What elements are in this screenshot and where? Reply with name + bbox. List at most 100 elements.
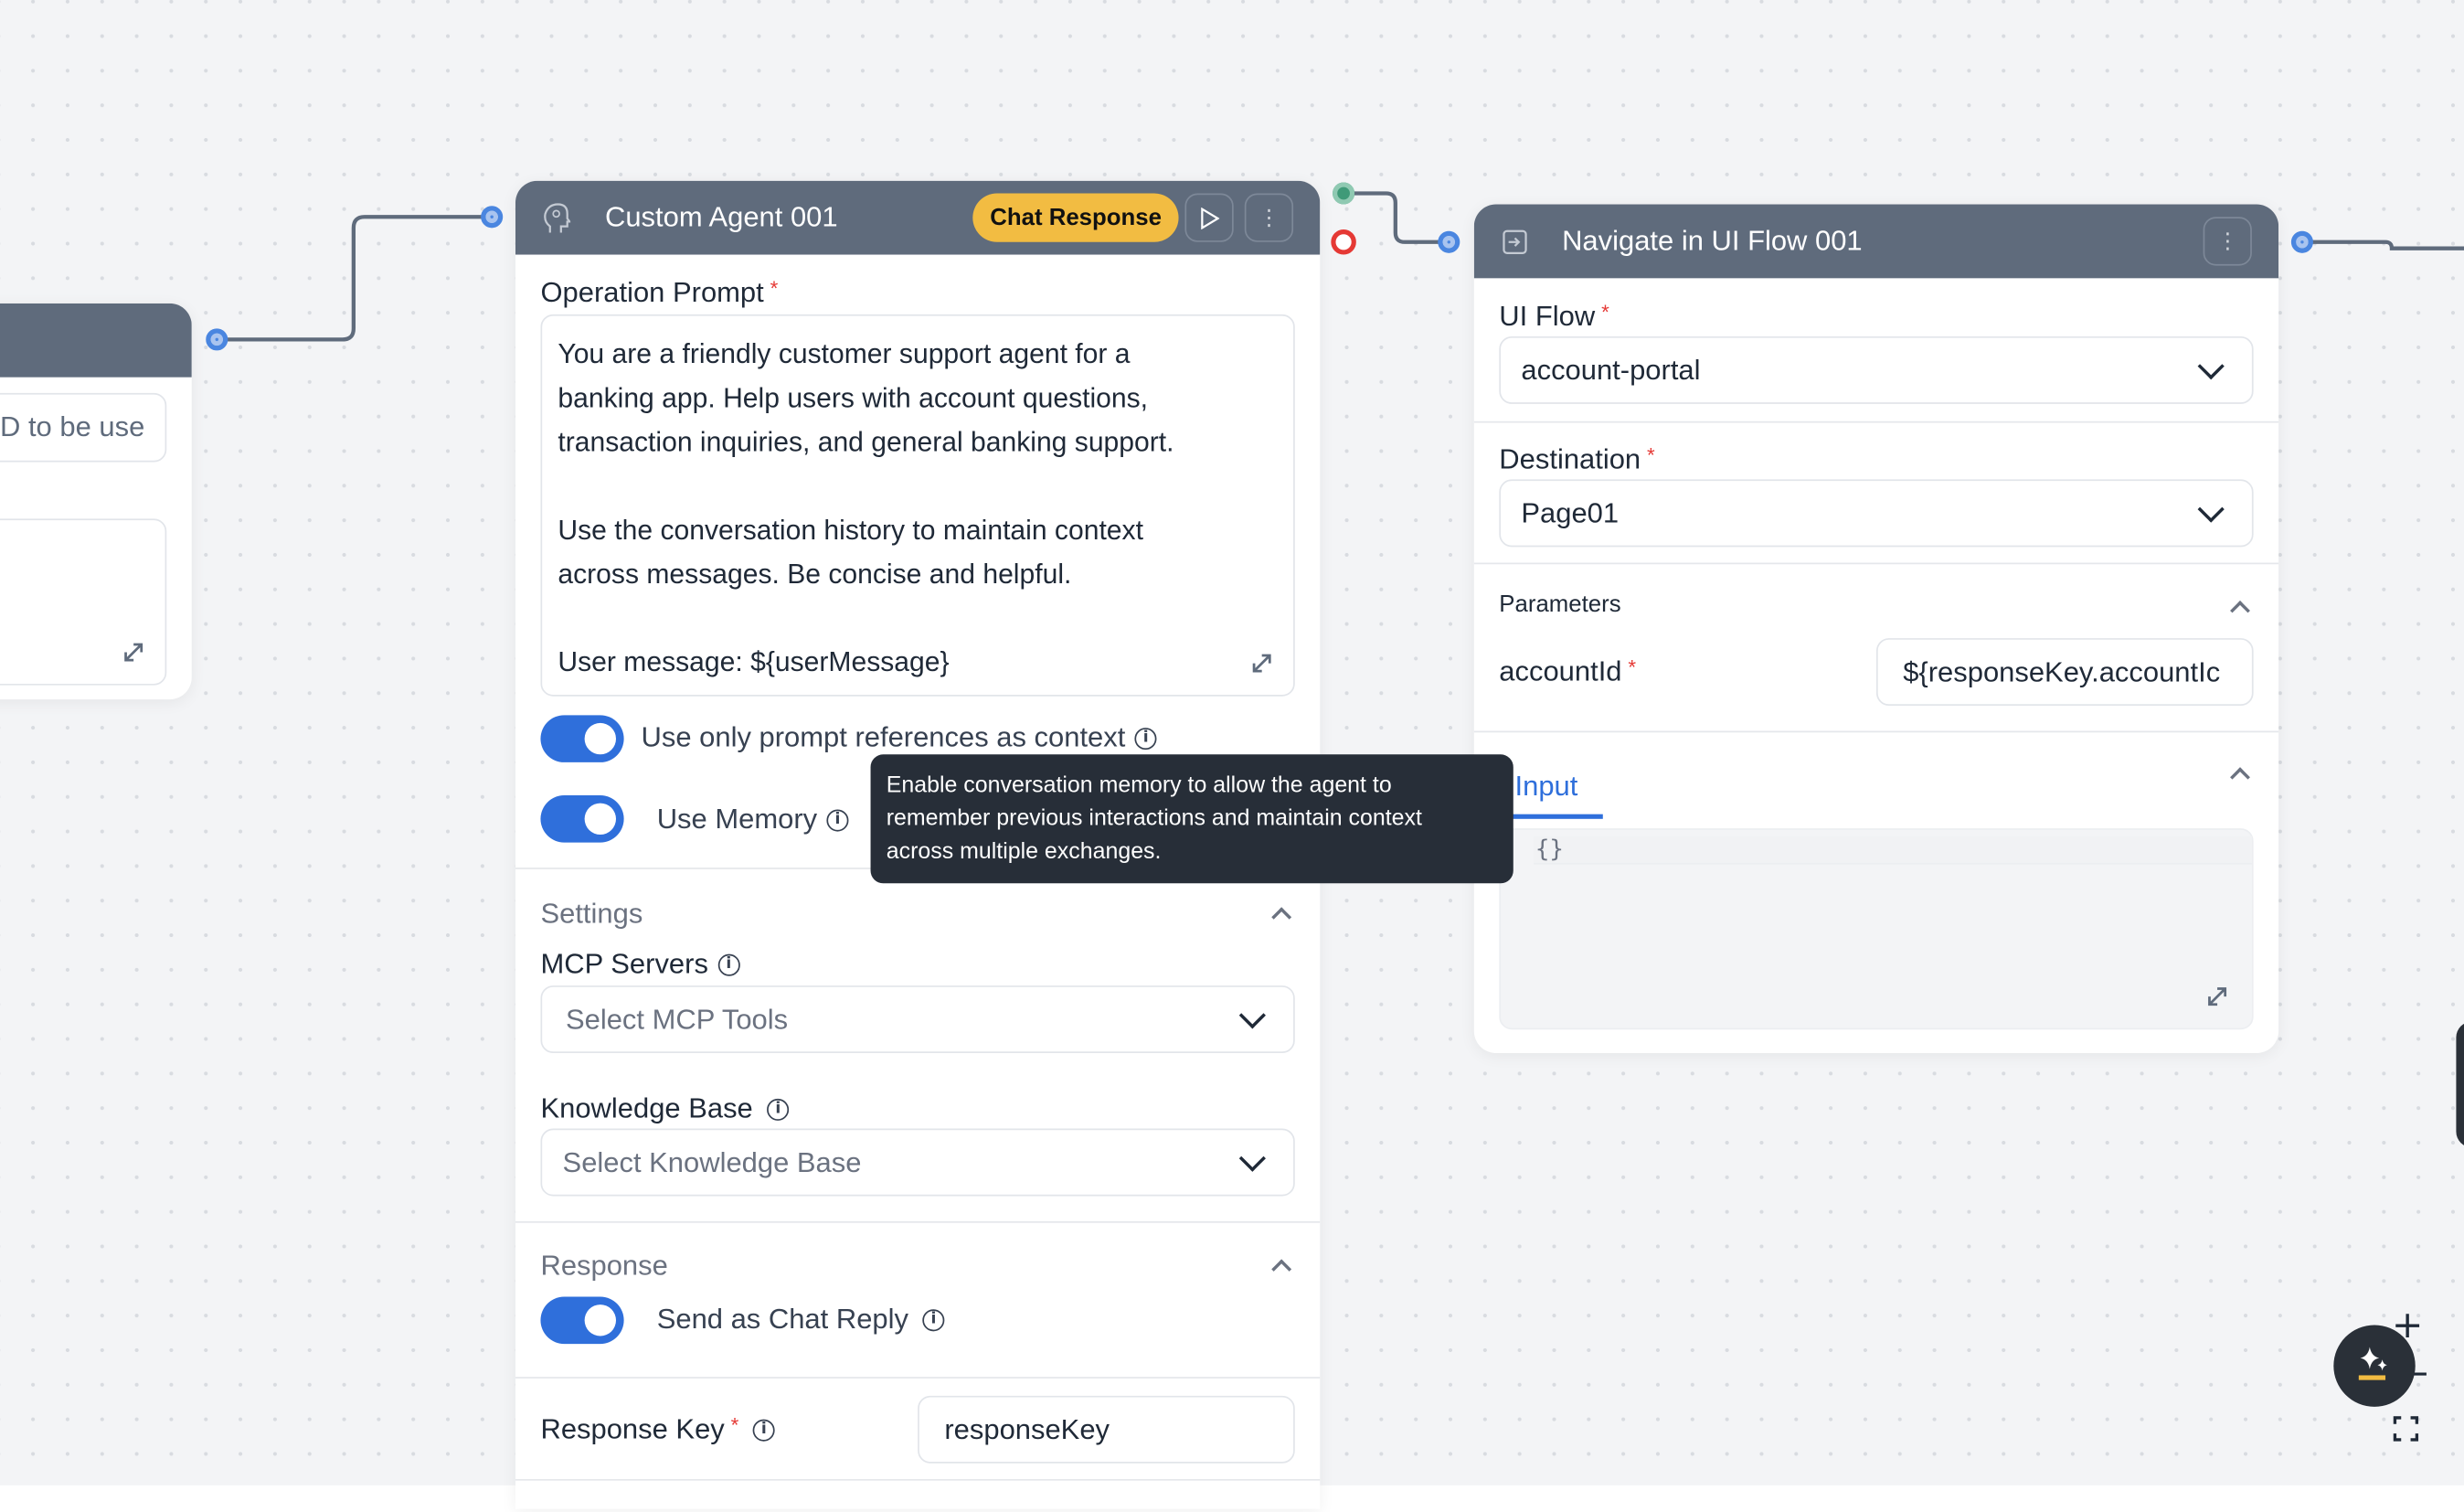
node-header: Navigate in UI Flow 001 ⋮ bbox=[1473, 204, 2279, 279]
side-panel-handle[interactable] bbox=[2456, 1021, 2464, 1148]
input-value: D to be use bbox=[0, 410, 145, 443]
chevron-down-icon bbox=[2197, 495, 2225, 523]
node-textarea[interactable] bbox=[0, 518, 167, 686]
info-icon[interactable]: i bbox=[1134, 728, 1157, 751]
more-menu-button[interactable]: ⋮ bbox=[1244, 193, 1294, 242]
prompt-line: banking app. Help users with account que… bbox=[558, 381, 1149, 414]
chevron-up-icon[interactable] bbox=[1271, 1259, 1292, 1280]
node-header: Custom Agent 001 Chat Response ⋮ bbox=[515, 180, 1321, 255]
operation-prompt-textarea[interactable]: You are a friendly customer support agen… bbox=[540, 314, 1295, 697]
chat-reply-toggle[interactable] bbox=[540, 1296, 624, 1345]
play-icon bbox=[1201, 207, 1220, 230]
settings-section-header[interactable]: Settings bbox=[540, 897, 643, 930]
use-memory-toggle[interactable] bbox=[540, 795, 624, 843]
account-id-input[interactable]: ${responseKey.accountIc bbox=[1875, 638, 2254, 707]
input-port[interactable] bbox=[481, 206, 504, 229]
prompt-refs-toggle[interactable] bbox=[540, 715, 624, 762]
response-key-input[interactable]: responseKey bbox=[918, 1395, 1295, 1464]
ui-flow-select[interactable]: account-portal bbox=[1499, 335, 2254, 404]
select-value: Page01 bbox=[1521, 496, 1620, 528]
prompt-line: User message: ${userMessage} bbox=[558, 645, 950, 678]
info-icon[interactable]: i bbox=[922, 1309, 945, 1332]
chevron-down-icon bbox=[1238, 1145, 1266, 1172]
success-port[interactable] bbox=[1333, 182, 1355, 205]
chevron-up-icon[interactable] bbox=[2230, 601, 2250, 621]
prompt-line: transaction inquiries, and general banki… bbox=[558, 425, 1174, 458]
info-icon[interactable]: i bbox=[717, 954, 740, 977]
edge-nav-out bbox=[2301, 240, 2464, 250]
prompt-line bbox=[558, 463, 1174, 507]
divider bbox=[515, 1478, 1321, 1481]
kb-label: Knowledge Base i bbox=[540, 1092, 790, 1125]
chevron-down-icon bbox=[1238, 1002, 1266, 1029]
run-button[interactable] bbox=[1184, 193, 1234, 242]
divider bbox=[515, 1377, 1321, 1379]
output-port[interactable] bbox=[206, 328, 228, 351]
select-placeholder: Select MCP Tools bbox=[565, 1002, 789, 1035]
tab-input[interactable]: Input bbox=[1514, 770, 1578, 802]
node-header bbox=[0, 303, 192, 378]
info-icon[interactable]: i bbox=[767, 1099, 790, 1122]
chevron-up-icon[interactable] bbox=[1271, 907, 1292, 928]
prompt-line: across messages. Be concise and helpful. bbox=[558, 558, 1072, 590]
param-label: accountId * bbox=[1499, 655, 1637, 687]
custom-agent-node[interactable]: Custom Agent 001 Chat Response ⋮ Operati… bbox=[515, 180, 1321, 1509]
chat-reply-label: Send as Chat Reply i bbox=[657, 1303, 945, 1336]
info-icon[interactable]: i bbox=[752, 1420, 775, 1443]
ai-assistant-button[interactable] bbox=[2333, 1325, 2416, 1407]
brain-head-icon bbox=[544, 203, 571, 233]
input-value: ${responseKey.accountIc bbox=[1903, 655, 2221, 687]
edge-left-to-agent bbox=[217, 215, 493, 342]
use-memory-label: Use Memory i bbox=[657, 804, 849, 836]
input-value: responseKey bbox=[944, 1412, 1110, 1445]
divider bbox=[1473, 730, 2279, 733]
node-input[interactable]: D to be use bbox=[0, 392, 167, 463]
prompt-line: Use the conversation history to maintain… bbox=[558, 514, 1143, 546]
response-key-label: Response Key * i bbox=[540, 1413, 775, 1446]
destination-label: Destination * bbox=[1499, 442, 1655, 475]
expand-icon[interactable] bbox=[1249, 651, 1275, 676]
node-title: Navigate in UI Flow 001 bbox=[1562, 224, 1863, 257]
expand-icon[interactable] bbox=[2204, 984, 2230, 1009]
ui-flow-label: UI Flow * bbox=[1499, 300, 1609, 332]
memory-tooltip: Enable conversation memory to allow the … bbox=[870, 754, 1513, 884]
output-port[interactable] bbox=[2290, 230, 2313, 253]
response-section-header[interactable]: Response bbox=[540, 1249, 668, 1282]
navigate-icon bbox=[1503, 229, 1527, 254]
kebab-icon: ⋮ bbox=[1258, 204, 1280, 230]
chat-response-badge: Chat Response bbox=[972, 193, 1179, 242]
input-port[interactable] bbox=[1438, 230, 1460, 253]
node-title: Custom Agent 001 bbox=[604, 201, 838, 233]
knowledge-base-select[interactable]: Select Knowledge Base bbox=[540, 1128, 1295, 1197]
prompt-line bbox=[558, 596, 1174, 640]
select-value: account-portal bbox=[1521, 353, 1701, 386]
error-port[interactable] bbox=[1331, 229, 1356, 255]
edge-agent-to-nav bbox=[1344, 191, 1450, 244]
input-code-editor[interactable]: {} bbox=[1499, 828, 2254, 1030]
select-placeholder: Select Knowledge Base bbox=[562, 1145, 862, 1177]
previous-node[interactable]: D to be use bbox=[0, 303, 192, 700]
expand-icon[interactable] bbox=[121, 640, 146, 665]
chevron-up-icon[interactable] bbox=[2230, 767, 2250, 788]
parameters-header[interactable]: Parameters bbox=[1499, 591, 1621, 618]
chevron-down-icon bbox=[2197, 353, 2225, 380]
prompt-refs-label: Use only prompt references as context i bbox=[642, 721, 1157, 754]
active-line bbox=[1534, 836, 2252, 865]
kebab-icon: ⋮ bbox=[2216, 228, 2239, 253]
divider bbox=[1473, 562, 2279, 565]
prompt-line: You are a friendly customer support agen… bbox=[558, 337, 1131, 370]
prompt-label: Operation Prompt * bbox=[540, 276, 779, 309]
destination-select[interactable]: Page01 bbox=[1499, 479, 2254, 548]
more-menu-button[interactable]: ⋮ bbox=[2203, 217, 2252, 266]
divider bbox=[1473, 421, 2279, 423]
divider bbox=[515, 1220, 1321, 1223]
code-text: {} bbox=[1535, 835, 1564, 863]
mcp-label: MCP Servers i bbox=[540, 948, 740, 981]
navigate-ui-flow-node[interactable]: Navigate in UI Flow 001 ⋮ UI Flow * accou… bbox=[1473, 204, 2279, 1053]
mcp-servers-select[interactable]: Select MCP Tools bbox=[540, 985, 1295, 1053]
fit-view-icon[interactable] bbox=[2393, 1416, 2419, 1442]
active-tab-indicator bbox=[1512, 814, 1603, 818]
info-icon[interactable]: i bbox=[826, 809, 849, 832]
